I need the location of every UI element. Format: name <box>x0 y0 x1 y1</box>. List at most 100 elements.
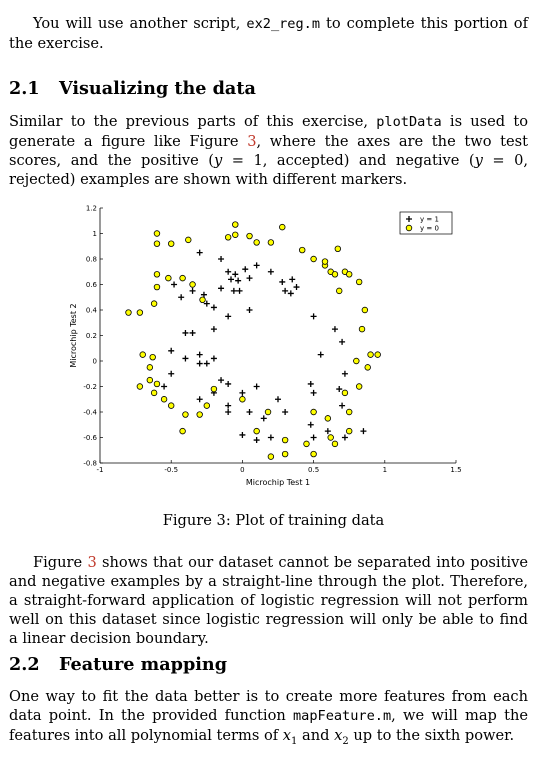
positive-point <box>210 355 217 362</box>
negative-point <box>150 389 158 397</box>
y-axis-label: Microchip Test 2 <box>69 303 78 367</box>
positive-point <box>267 434 274 441</box>
negative-point <box>253 239 260 246</box>
negative-point <box>139 351 146 358</box>
plot-area <box>100 208 456 463</box>
negative-point <box>310 450 317 458</box>
training-data-figure: -1 -0.5 0 0.5 1 1.5 -0.8 -0.6 -0.4 -0.2 0 0.2 0.4 0.6… <box>69 205 462 488</box>
negative-point <box>299 246 306 254</box>
positive-point <box>246 275 253 282</box>
section-number: 2.1 <box>9 78 40 99</box>
positive-point <box>225 409 232 415</box>
section-title: Feature mapping <box>59 654 228 675</box>
negative-point <box>239 396 246 403</box>
intro-tail: to complete this portion of the exercise… <box>9 15 528 52</box>
figure-caption: Figure 3: Plot of training data <box>162 512 385 529</box>
positive-point <box>360 428 367 435</box>
positive-point <box>218 285 225 292</box>
negative-point <box>321 258 329 265</box>
positive-point <box>196 360 203 367</box>
positive-point <box>189 287 196 294</box>
figure-reference-link[interactable]: 3 <box>87 554 97 571</box>
y-tick-label: 0.6 <box>86 281 98 289</box>
negative-point <box>153 240 161 247</box>
negative-point <box>153 283 161 291</box>
negative-point <box>355 278 363 286</box>
positive-point <box>279 278 286 285</box>
positive-point <box>161 383 168 390</box>
negative-point <box>199 296 206 303</box>
negative-point <box>331 440 339 448</box>
positive-point <box>406 216 412 222</box>
positive-point <box>282 287 289 294</box>
positive-point <box>178 294 185 301</box>
positive-point <box>235 277 242 284</box>
x-tick-label: 1.5 <box>450 466 461 474</box>
negative-point <box>264 408 272 416</box>
intro-lead: You will use another script, <box>33 15 247 32</box>
negative-point <box>346 271 353 278</box>
negative-point <box>405 224 413 232</box>
negative-point <box>146 376 154 384</box>
negative-point <box>279 223 286 231</box>
y-tick-label: -0.6 <box>83 434 97 442</box>
negative-point <box>324 415 332 422</box>
positive-point <box>200 291 207 298</box>
negative-point <box>167 402 175 409</box>
negative-point <box>153 380 161 388</box>
negative-point <box>160 396 168 403</box>
positive-point <box>218 256 225 262</box>
y-tick-label: 0.8 <box>86 256 97 264</box>
positive-point <box>336 386 343 393</box>
positive-point <box>331 326 338 333</box>
negative-point <box>267 453 275 460</box>
positive-point <box>210 326 217 333</box>
y-tick-label: 0 <box>93 358 97 366</box>
y-tick-label: 0.4 <box>86 307 98 315</box>
positive-point <box>225 313 232 320</box>
negative-point <box>331 271 339 278</box>
positive-point <box>189 329 196 336</box>
negative-point <box>358 325 366 333</box>
negative-point <box>149 353 156 361</box>
positive-point <box>232 271 239 278</box>
positive-point <box>203 360 210 367</box>
negative-point <box>253 427 260 435</box>
x-axis-label: Microchip Test 1 <box>246 478 310 487</box>
positive-point <box>287 290 294 297</box>
x-tick-label: 1 <box>383 466 387 474</box>
positive-point <box>246 409 253 415</box>
positive-point <box>225 402 232 409</box>
section-heading-2-1: 2.1 Visualizing the data <box>9 78 256 100</box>
positive-point <box>225 380 232 387</box>
negative-point <box>136 309 144 316</box>
positive-point <box>310 389 317 396</box>
positive-point <box>239 389 246 396</box>
positive-point <box>182 355 189 362</box>
negative-point <box>182 411 189 418</box>
negative-point <box>267 239 275 246</box>
y-tick-label: 0.2 <box>86 332 97 340</box>
positive-point <box>275 396 281 403</box>
negative-point <box>232 231 239 238</box>
positive-point <box>307 380 314 387</box>
negative-point <box>125 309 132 316</box>
positive-point <box>203 300 210 307</box>
section1-paragraph: Similar to the previous parts of this ex… <box>9 113 529 188</box>
figure-reference-link[interactable]: 3 <box>247 133 257 150</box>
section-number: 2.2 <box>9 654 40 675</box>
positive-point <box>282 409 289 415</box>
negative-point <box>346 408 353 416</box>
x-tick-label: -1 <box>97 466 104 474</box>
legend-box <box>399 211 453 235</box>
positive-point <box>260 415 267 422</box>
positive-point <box>246 307 253 313</box>
plot-points <box>125 221 381 460</box>
negative-point <box>179 274 186 282</box>
negative-point <box>341 389 349 397</box>
section-title: Visualizing the data <box>59 78 256 99</box>
positive-point <box>310 434 317 441</box>
negative-point <box>150 300 158 307</box>
x-tick-label: -0.5 <box>164 466 178 474</box>
